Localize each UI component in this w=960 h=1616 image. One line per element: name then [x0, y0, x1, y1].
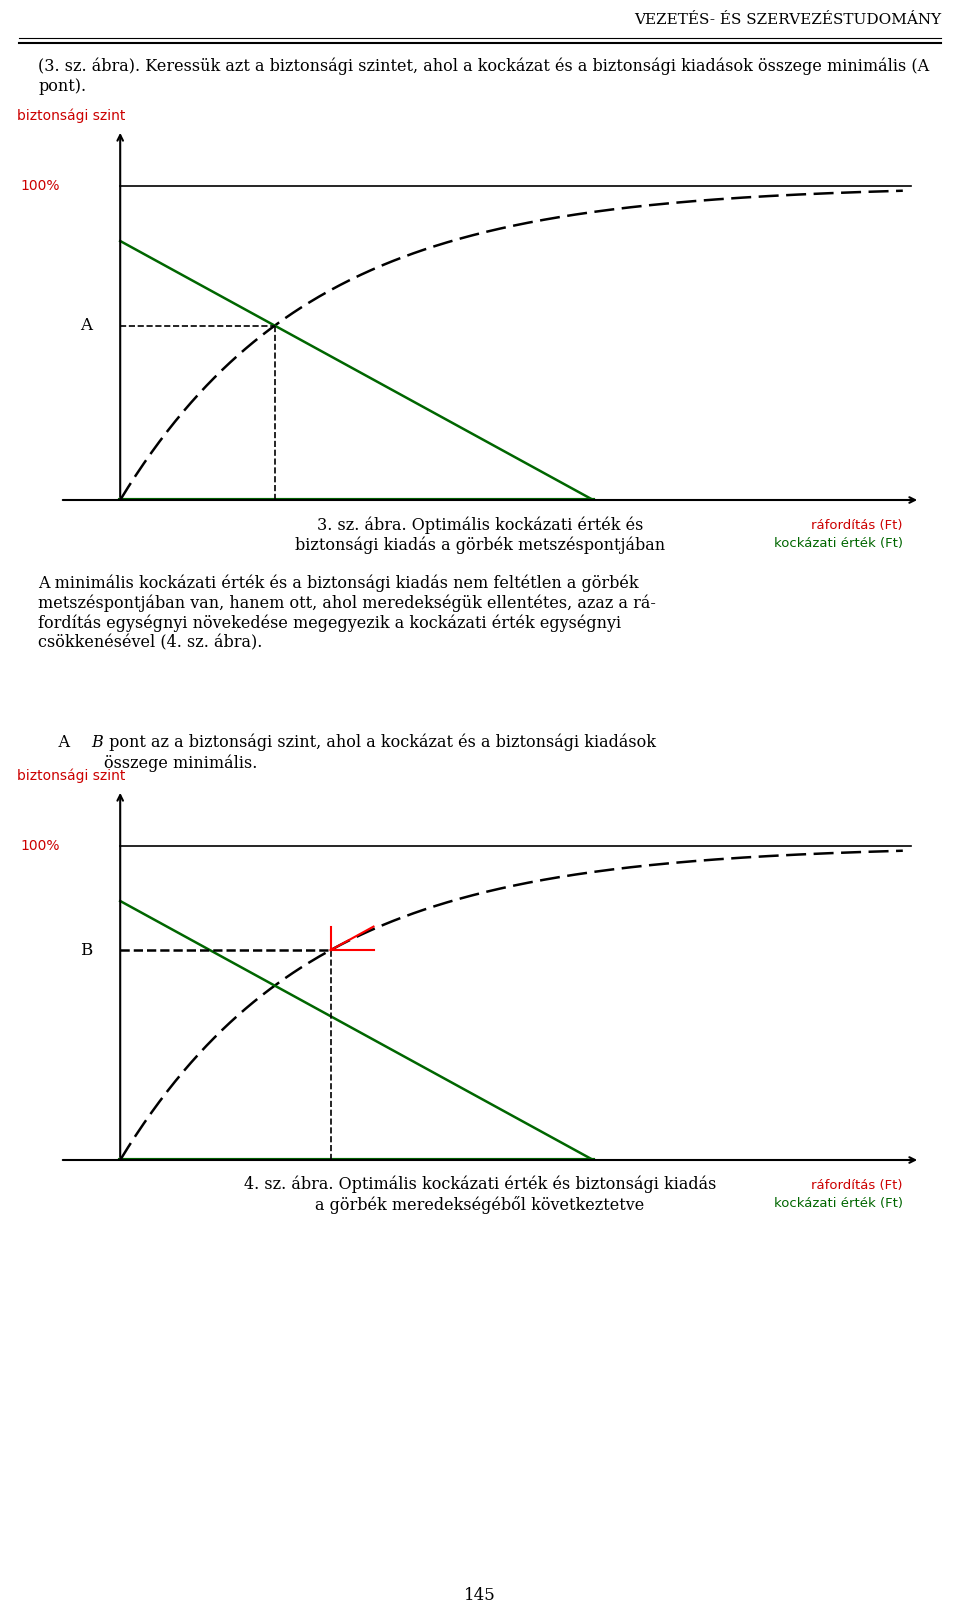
Text: 100%: 100% [20, 178, 60, 192]
Text: A: A [80, 317, 92, 335]
Text: 145: 145 [464, 1587, 496, 1605]
Text: biztonsági szint: biztonsági szint [17, 768, 126, 782]
Text: A minimális kockázati érték és a biztonsági kiadás nem feltétlen a görbék
metszé: A minimális kockázati érték és a biztons… [38, 574, 657, 651]
Text: pont az a biztonsági szint, ahol a kockázat és a biztonsági kiadások
összege min: pont az a biztonsági szint, ahol a kocká… [104, 734, 656, 771]
Text: (3. sz. ábra). Keressük azt a biztonsági szintet, ahol a kockázat és a biztonság: (3. sz. ábra). Keressük azt a biztonsági… [38, 58, 929, 95]
Text: ráfordítás (Ft): ráfordítás (Ft) [811, 1178, 902, 1191]
Text: ráfordítás (Ft): ráfordítás (Ft) [811, 519, 902, 532]
Text: B: B [91, 734, 103, 751]
Text: VEZETÉS- ÉS SZERVEZÉSTUDOMÁNY: VEZETÉS- ÉS SZERVEZÉSTUDOMÁNY [634, 13, 941, 27]
Text: biztonsági szint: biztonsági szint [17, 108, 126, 123]
Text: kockázati érték (Ft): kockázati érték (Ft) [774, 537, 902, 549]
Text: 4. sz. ábra. Optimális kockázati érték és biztonsági kiadás
a görbék meredekségé: 4. sz. ábra. Optimális kockázati érték é… [244, 1176, 716, 1214]
Text: A: A [38, 734, 76, 751]
Text: 100%: 100% [20, 839, 60, 853]
Text: 3. sz. ábra. Optimális kockázati érték és
biztonsági kiadás a görbék metszéspont: 3. sz. ábra. Optimális kockázati érték é… [295, 516, 665, 554]
Text: kockázati érték (Ft): kockázati érték (Ft) [774, 1197, 902, 1210]
Text: B: B [80, 942, 92, 958]
